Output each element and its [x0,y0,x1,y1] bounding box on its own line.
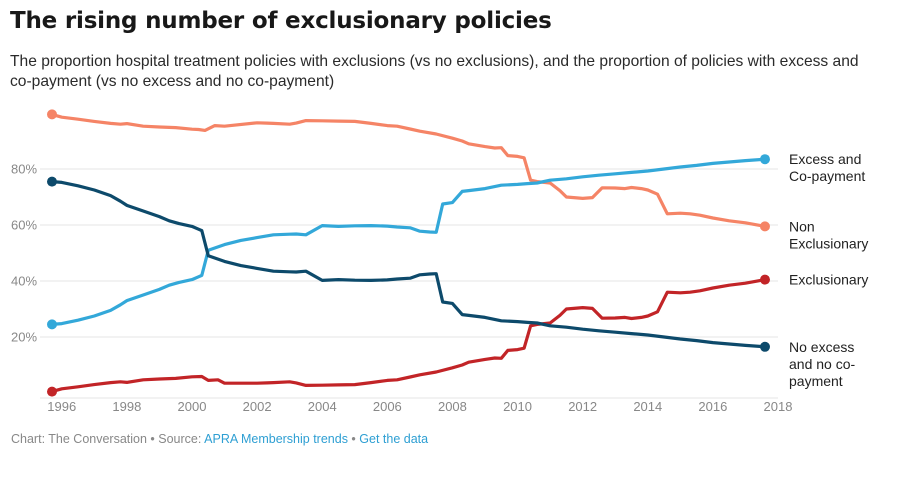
chart-subtitle: The proportion hospital treatment polici… [10,53,859,90]
end-point-no-excess-and-no-co-payment [759,341,770,352]
series-label-no-excess-and-no-co-payment: and no co- [789,356,855,372]
get-data-link[interactable]: Get the data [359,432,429,446]
series-label-non-exclusionary: Exclusionary [789,235,868,251]
series-line-excess-and-co-payment [50,157,767,326]
x-tick-label: 2002 [243,399,272,414]
x-tick-label: 2006 [373,399,402,414]
end-point-exclusionary [759,274,770,285]
series-label-excess-and-co-payment: Excess and [789,151,861,167]
series-label-no-excess-and-no-co-payment: No excess [789,339,854,355]
x-tick-label: 2018 [764,399,793,414]
series-label-excess-and-co-payment: Co-payment [789,168,865,184]
start-point-non-exclusionary [47,109,57,120]
series-label-non-exclusionary: Non [789,218,815,234]
end-point-non-exclusionary [759,221,770,232]
chart-footer: Chart: The Conversation • Source: APRA M… [11,432,428,446]
series-label-no-excess-and-no-co-payment: payment [789,373,843,389]
x-tick-label: 2010 [503,399,532,414]
y-tick-label: 80% [11,162,37,177]
start-point-excess-and-co-payment [47,319,57,330]
source-link[interactable]: APRA Membership trends [204,432,348,446]
start-point-no-excess-and-no-co-payment [47,176,57,187]
start-point-exclusionary [47,386,57,397]
footer-credit: Chart: The Conversation • Source: [11,432,205,446]
x-tick-label: 2014 [633,399,662,414]
series-line-non-exclusionary [50,112,767,228]
y-tick-label: 20% [11,330,37,345]
chart-title: The rising number of exclusionary polici… [10,8,552,34]
x-tick-label: 2004 [308,399,337,414]
x-tick-label: 2008 [438,399,467,414]
x-tick-label: 1996 [47,399,76,414]
series-line-no-excess-and-no-co-payment [50,180,767,349]
series-label-exclusionary: Exclusionary [789,272,868,288]
footer-separator: • [347,432,360,446]
y-tick-label: 40% [11,274,37,289]
y-tick-label: 60% [11,218,37,233]
end-point-excess-and-co-payment [759,154,770,165]
x-tick-label: 1998 [112,399,141,414]
x-tick-label: 2012 [568,399,597,414]
series-line-exclusionary [50,278,767,394]
x-tick-label: 2000 [178,399,207,414]
x-tick-label: 2016 [698,399,727,414]
